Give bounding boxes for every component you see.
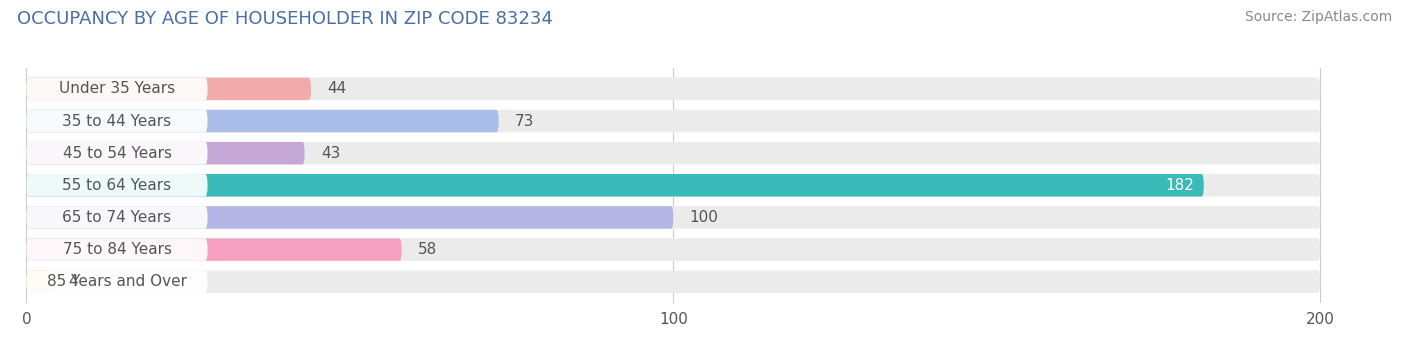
FancyBboxPatch shape	[27, 142, 1320, 165]
FancyBboxPatch shape	[27, 78, 311, 100]
FancyBboxPatch shape	[27, 206, 208, 229]
FancyBboxPatch shape	[27, 174, 208, 197]
Text: Source: ZipAtlas.com: Source: ZipAtlas.com	[1244, 10, 1392, 24]
FancyBboxPatch shape	[27, 206, 1320, 229]
FancyBboxPatch shape	[27, 78, 208, 100]
Text: 73: 73	[515, 114, 534, 129]
FancyBboxPatch shape	[27, 110, 499, 132]
FancyBboxPatch shape	[27, 238, 1320, 261]
Text: 35 to 44 Years: 35 to 44 Years	[62, 114, 172, 129]
Text: 44: 44	[328, 81, 346, 96]
FancyBboxPatch shape	[27, 238, 208, 261]
Text: OCCUPANCY BY AGE OF HOUSEHOLDER IN ZIP CODE 83234: OCCUPANCY BY AGE OF HOUSEHOLDER IN ZIP C…	[17, 10, 553, 28]
FancyBboxPatch shape	[27, 174, 1320, 197]
Text: 75 to 84 Years: 75 to 84 Years	[62, 242, 172, 257]
FancyBboxPatch shape	[27, 174, 1204, 197]
FancyBboxPatch shape	[27, 78, 1320, 100]
FancyBboxPatch shape	[27, 270, 1320, 293]
FancyBboxPatch shape	[27, 142, 208, 165]
Text: 4: 4	[69, 274, 79, 289]
FancyBboxPatch shape	[27, 110, 1320, 132]
Text: 55 to 64 Years: 55 to 64 Years	[62, 178, 172, 193]
Text: 182: 182	[1166, 178, 1194, 193]
Text: 58: 58	[418, 242, 437, 257]
FancyBboxPatch shape	[27, 206, 673, 229]
FancyBboxPatch shape	[27, 110, 208, 132]
Text: 45 to 54 Years: 45 to 54 Years	[62, 146, 172, 161]
Text: 65 to 74 Years: 65 to 74 Years	[62, 210, 172, 225]
FancyBboxPatch shape	[27, 270, 52, 293]
FancyBboxPatch shape	[27, 238, 402, 261]
Text: 85 Years and Over: 85 Years and Over	[46, 274, 187, 289]
FancyBboxPatch shape	[27, 270, 208, 293]
Text: 100: 100	[689, 210, 718, 225]
Text: 43: 43	[321, 146, 340, 161]
Text: Under 35 Years: Under 35 Years	[59, 81, 176, 96]
FancyBboxPatch shape	[27, 142, 305, 165]
